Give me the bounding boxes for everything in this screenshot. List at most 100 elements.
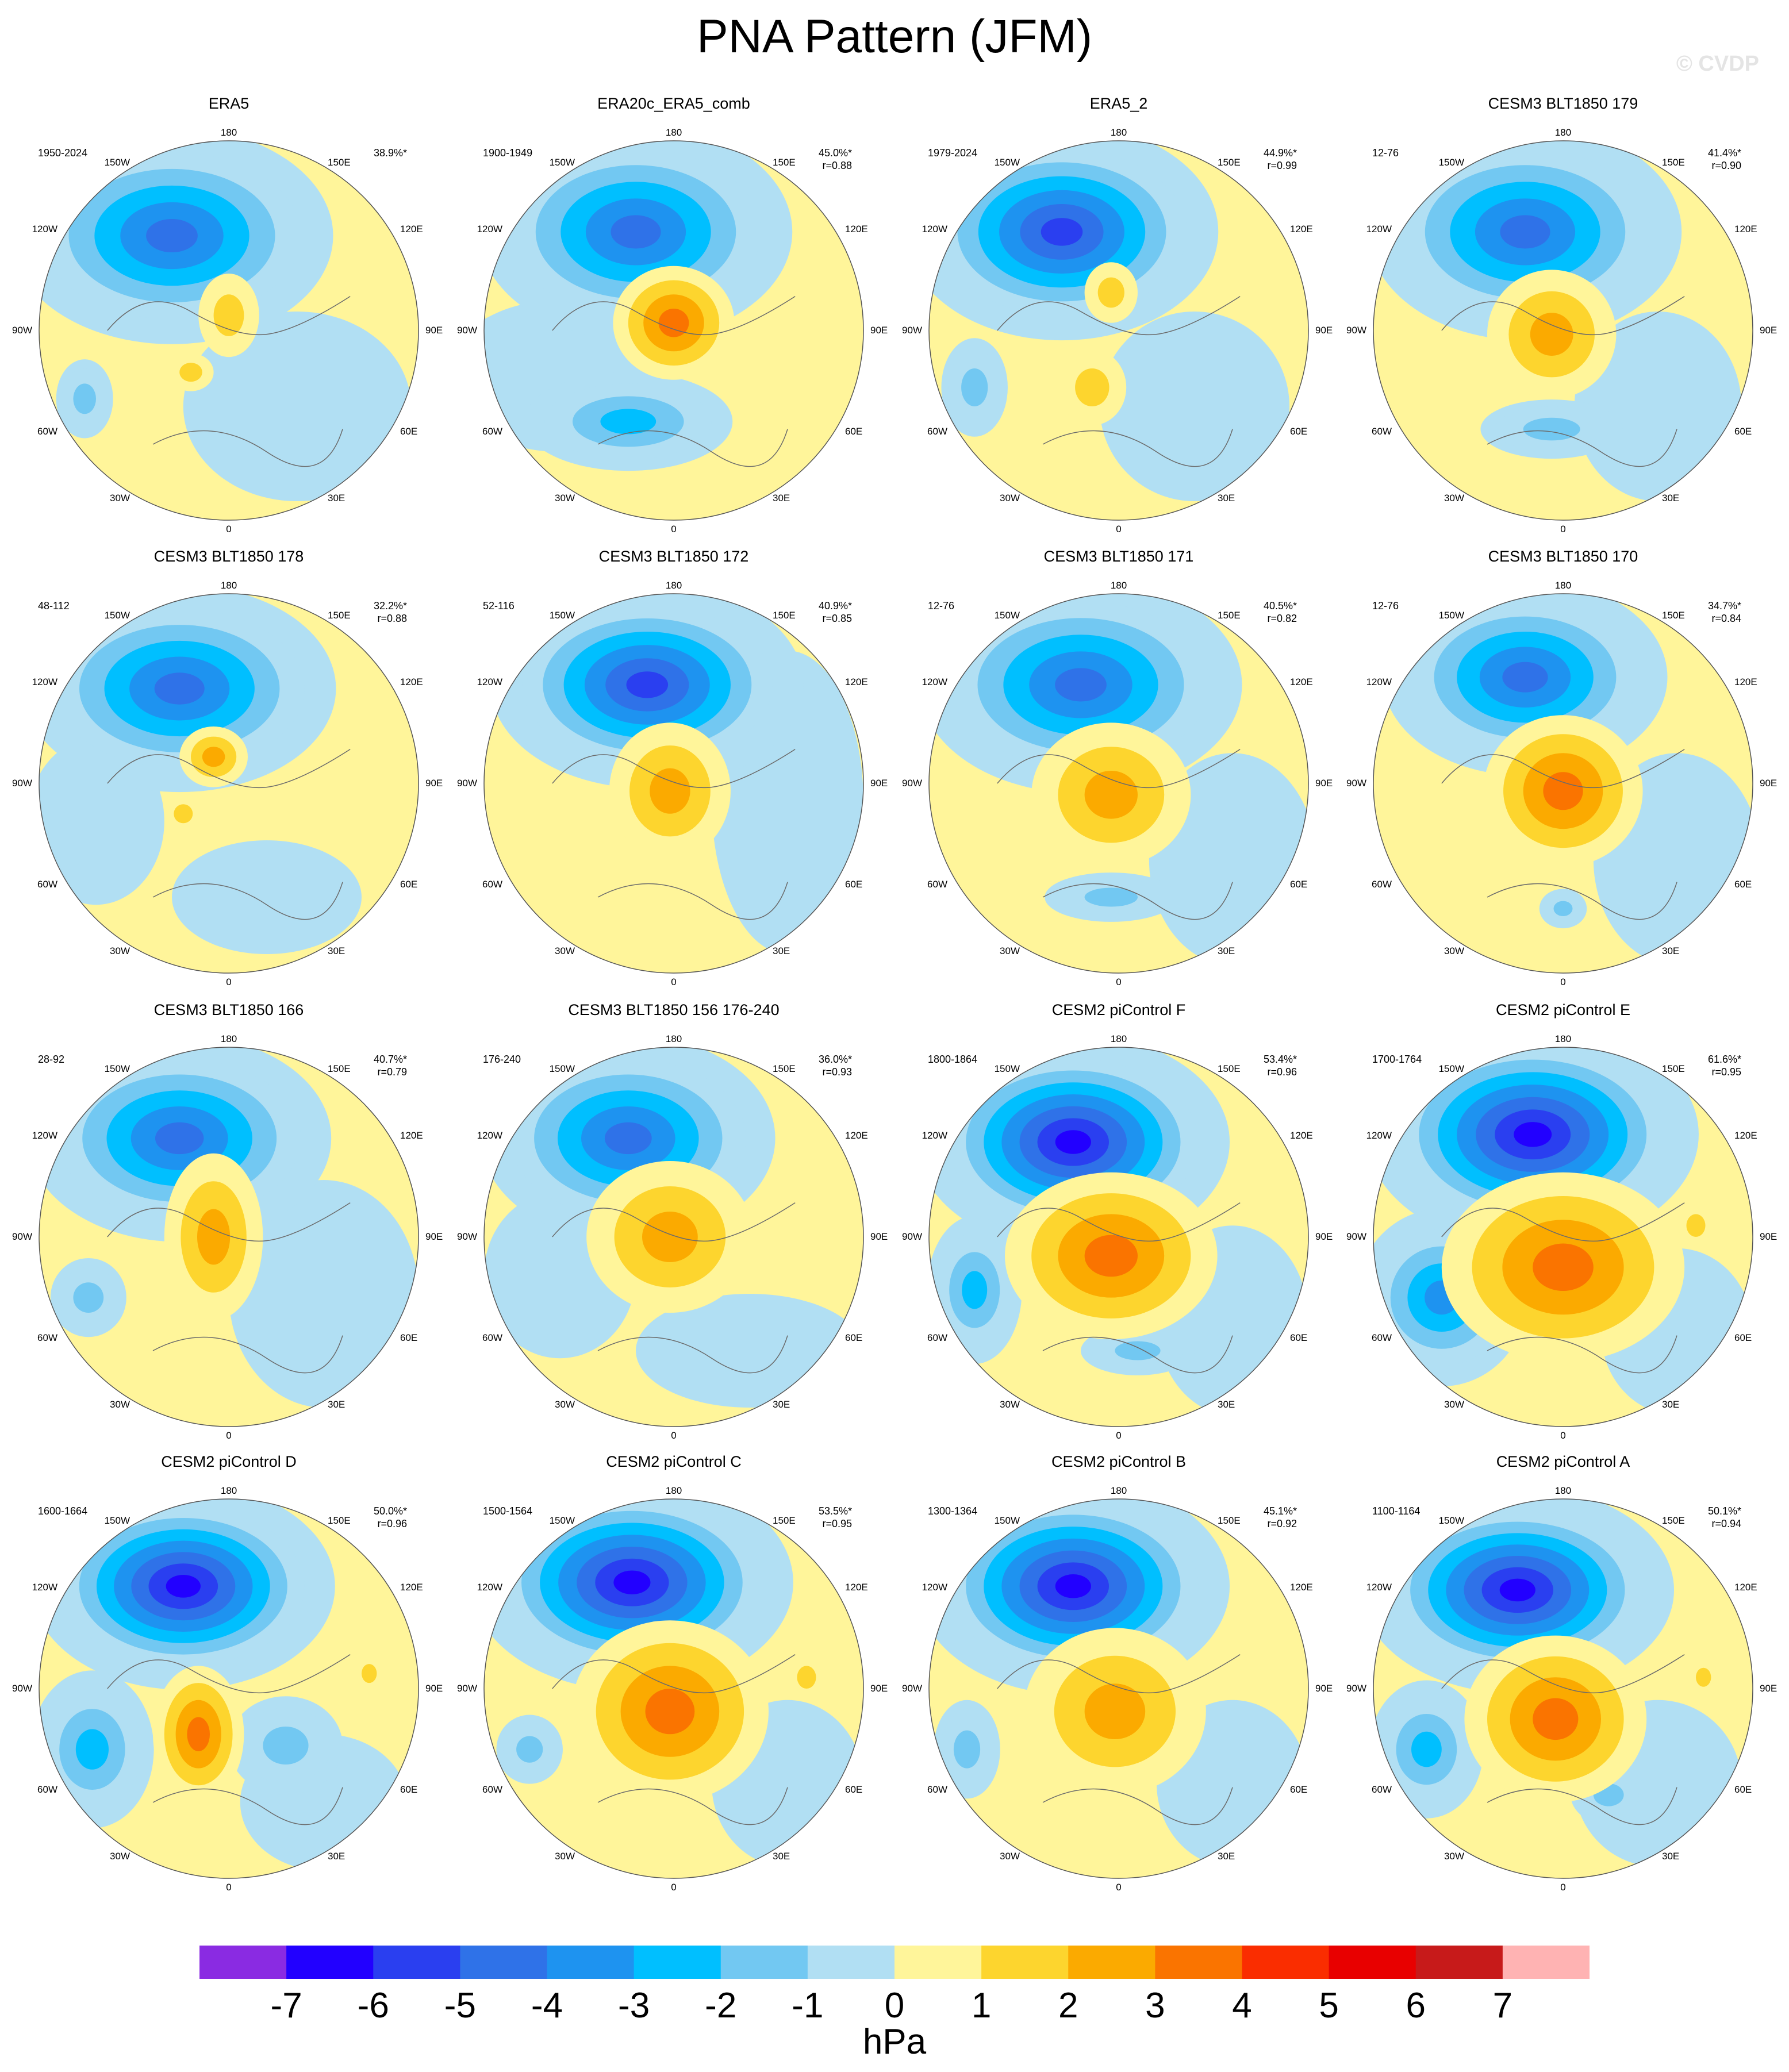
negative-anomaly-center — [1084, 887, 1138, 907]
panel-title: ERA5_2 — [1089, 95, 1148, 112]
variance-explained: 50.0%* — [373, 1505, 407, 1517]
panel-stats: 32.2%* r=0.88 — [374, 599, 407, 625]
lon-label-90e: 90E — [1315, 325, 1333, 336]
positive-anomaly-center — [187, 1717, 210, 1751]
lon-label-90e: 90E — [1315, 1231, 1333, 1242]
lon-label-150w: 150W — [104, 1515, 130, 1526]
negative-anomaly-center — [263, 1727, 309, 1765]
negative-anomaly-center — [962, 1271, 988, 1309]
lon-label-30e: 30E — [328, 945, 345, 956]
pattern-correlation: r=0.94 — [1711, 1518, 1741, 1529]
lon-label-top: 180 — [665, 1033, 682, 1044]
coastline — [997, 295, 1241, 467]
panel-title: CESM2 piControl C — [606, 1453, 742, 1470]
pattern-correlation: r=0.93 — [822, 1066, 852, 1078]
lon-label-bottom: 0 — [671, 524, 677, 535]
variance-explained: 40.7%* — [373, 1054, 407, 1065]
lon-label-30w: 30W — [555, 493, 575, 503]
lon-label-60e: 60E — [400, 426, 418, 437]
negative-anomaly-center — [600, 409, 657, 435]
colorbar-tick-label: 1 — [971, 1986, 992, 2025]
lon-label-bottom: 0 — [1560, 524, 1566, 535]
lon-label-150w: 150W — [104, 157, 130, 168]
lon-label-120w: 120W — [1366, 676, 1392, 687]
lon-label-150e: 150E — [328, 610, 351, 621]
variance-explained: 61.6%* — [1707, 1054, 1741, 1065]
lon-label-120w: 120W — [477, 676, 502, 687]
negative-anomaly-center — [73, 383, 96, 414]
lon-label-top: 180 — [1110, 580, 1127, 591]
lon-label-30e: 30E — [1662, 945, 1680, 956]
map-boundary — [1373, 140, 1753, 521]
lon-label-top: 180 — [665, 127, 682, 138]
lon-label-120w: 120W — [1366, 1582, 1392, 1593]
lon-label-30w: 30W — [1444, 493, 1464, 503]
colorbar-tick-label: 3 — [1145, 1986, 1165, 2025]
lon-label-top: 180 — [1554, 580, 1572, 591]
lon-label-bottom: 0 — [1116, 1882, 1122, 1893]
lon-label-150e: 150E — [1662, 1515, 1685, 1526]
negative-anomaly-center — [1499, 1578, 1535, 1602]
lon-label-60w: 60W — [37, 1332, 57, 1343]
lon-label-150e: 150E — [1218, 157, 1241, 168]
pattern-correlation: r=0.96 — [1267, 1066, 1297, 1078]
panel-title: CESM2 piControl E — [1495, 1001, 1631, 1018]
colorbar-unit: hPa — [862, 2022, 927, 2062]
lon-label-150e: 150E — [1662, 157, 1685, 168]
colorbar-swatch — [807, 1946, 895, 1979]
polar-map — [1373, 593, 1753, 974]
lon-label-top: 180 — [220, 580, 237, 591]
lon-label-bottom: 0 — [226, 977, 232, 987]
map-boundary — [39, 1498, 419, 1879]
lon-label-60w: 60W — [482, 1784, 502, 1795]
lon-label-bottom: 0 — [1116, 977, 1122, 987]
lon-label-30e: 30E — [1662, 1851, 1680, 1862]
panel-period: 1600-1664 — [38, 1505, 88, 1517]
lon-label-120w: 120W — [32, 676, 57, 687]
lon-label-60e: 60E — [1290, 1332, 1308, 1343]
lon-label-30w: 30W — [1000, 945, 1020, 956]
negative-anomaly-region — [183, 312, 411, 501]
variance-explained: 45.0%* — [818, 147, 852, 159]
positive-anomaly-center — [213, 294, 244, 336]
polar-map — [39, 140, 419, 521]
lon-label-120w: 120W — [922, 676, 947, 687]
lon-label-90w: 90W — [902, 325, 922, 336]
lon-label-120w: 120W — [1366, 224, 1392, 235]
lon-label-120e: 120E — [1734, 1582, 1757, 1593]
panel-title: CESM2 piControl B — [1051, 1453, 1187, 1470]
panel-stats: 61.6%* r=0.95 — [1708, 1053, 1741, 1078]
lon-label-90e: 90E — [870, 1683, 888, 1694]
variance-explained: 50.1%* — [1707, 1505, 1741, 1517]
lon-label-60w: 60W — [37, 426, 57, 437]
panel-title: ERA5 — [208, 95, 249, 112]
lon-label-150w: 150W — [1438, 1063, 1464, 1074]
lon-label-30w: 30W — [110, 493, 130, 503]
lon-label-120e: 120E — [1734, 676, 1757, 687]
panel-title: CESM3 BLT1850 171 — [1043, 548, 1194, 565]
lon-label-120e: 120E — [1290, 676, 1313, 687]
panel-stats: 53.4%* r=0.96 — [1264, 1053, 1297, 1078]
lon-label-top: 180 — [220, 1485, 237, 1496]
pattern-correlation: r=0.95 — [822, 1518, 852, 1529]
lon-label-150w: 150W — [549, 157, 575, 168]
polar-map — [1373, 1498, 1753, 1879]
coastline — [552, 748, 796, 920]
lon-label-top: 180 — [1554, 127, 1572, 138]
colorbar-tick-label: -5 — [444, 1986, 476, 2025]
lon-label-90w: 90W — [902, 1683, 922, 1694]
coastline — [107, 295, 351, 467]
lon-label-30e: 30E — [773, 945, 790, 956]
lon-label-90w: 90W — [1346, 1683, 1366, 1694]
positive-anomaly-center — [1075, 368, 1110, 406]
positive-anomaly-center — [642, 1212, 698, 1262]
lon-label-top: 180 — [665, 580, 682, 591]
coastline — [1441, 295, 1685, 467]
panel-stats: 41.4%* r=0.90 — [1708, 147, 1741, 172]
panel-period: 12-76 — [1372, 600, 1399, 612]
colorbar-swatch — [1502, 1946, 1590, 1979]
lon-label-60w: 60W — [482, 1332, 502, 1343]
lon-label-bottom: 0 — [1116, 1430, 1122, 1441]
pattern-correlation: r=0.88 — [822, 160, 852, 171]
map-boundary — [483, 593, 864, 974]
